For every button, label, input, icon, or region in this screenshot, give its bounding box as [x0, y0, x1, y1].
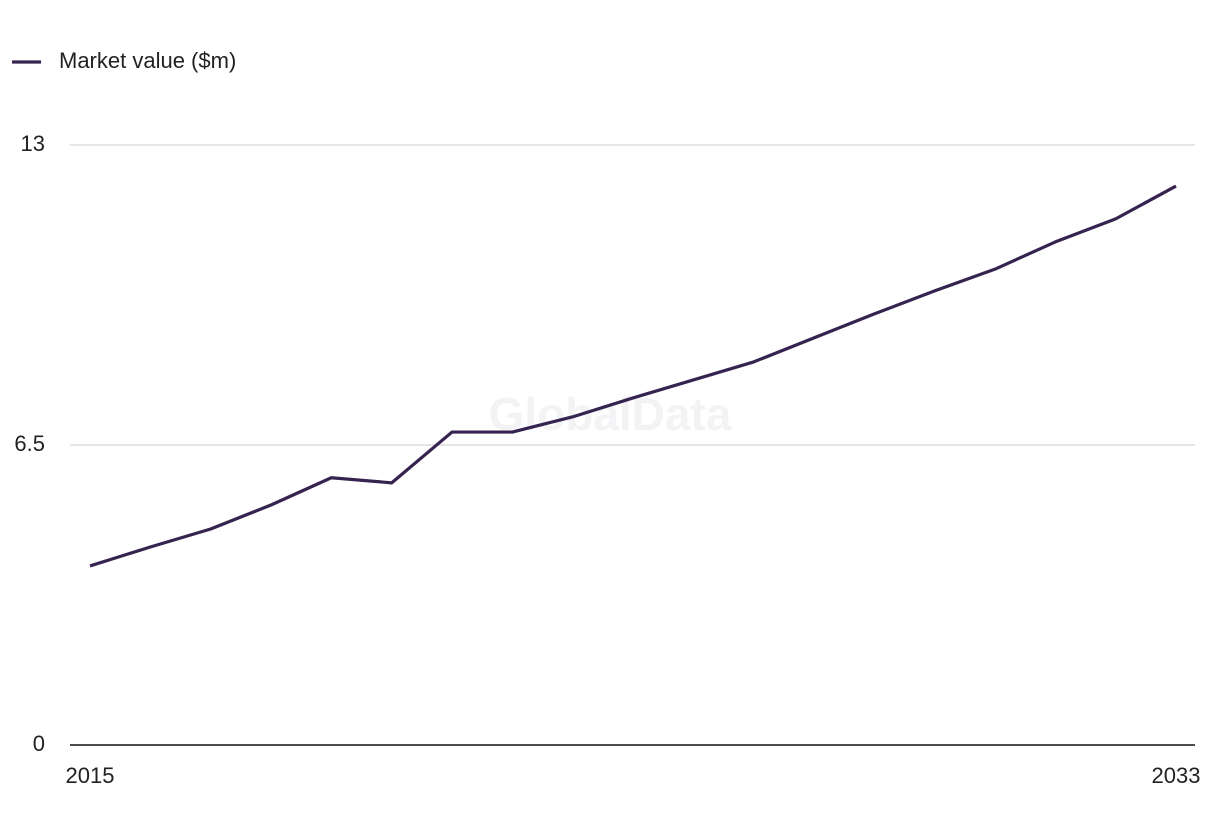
watermark: GlobalData: [489, 388, 732, 440]
x-tick-label: 2015: [66, 763, 115, 788]
y-tick-label: 13: [21, 131, 45, 156]
y-tick-label: 0: [33, 731, 45, 756]
legend-label: Market value ($m): [59, 48, 236, 73]
y-tick-label: 6.5: [14, 431, 45, 456]
data-line: [89, 184, 1177, 568]
x-tick-label: 2033: [1152, 763, 1201, 788]
